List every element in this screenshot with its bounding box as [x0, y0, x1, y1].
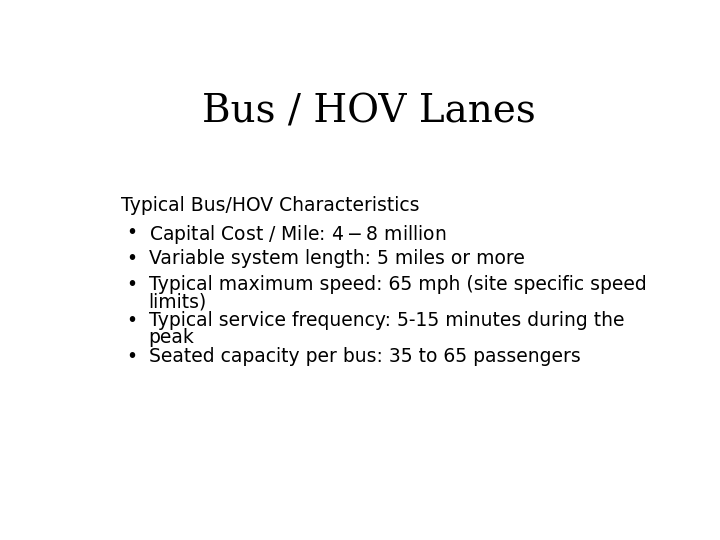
Text: •: •: [126, 347, 138, 367]
Text: •: •: [126, 311, 138, 330]
Text: Bus / HOV Lanes: Bus / HOV Lanes: [202, 94, 536, 131]
Text: Typical service frequency: 5-15 minutes during the: Typical service frequency: 5-15 minutes …: [148, 311, 624, 330]
Text: •: •: [126, 249, 138, 268]
Text: •: •: [126, 274, 138, 294]
Text: •: •: [126, 223, 138, 242]
Text: limits): limits): [148, 292, 207, 311]
Text: Typical maximum speed: 65 mph (site specific speed: Typical maximum speed: 65 mph (site spec…: [148, 274, 647, 294]
Text: Typical Bus/HOV Characteristics: Typical Bus/HOV Characteristics: [121, 196, 419, 215]
Text: Seated capacity per bus: 35 to 65 passengers: Seated capacity per bus: 35 to 65 passen…: [148, 347, 580, 367]
Text: Variable system length: 5 miles or more: Variable system length: 5 miles or more: [148, 249, 524, 268]
Text: Capital Cost / Mile: $4-$8 million: Capital Cost / Mile: $4-$8 million: [148, 223, 446, 246]
Text: peak: peak: [148, 328, 194, 347]
